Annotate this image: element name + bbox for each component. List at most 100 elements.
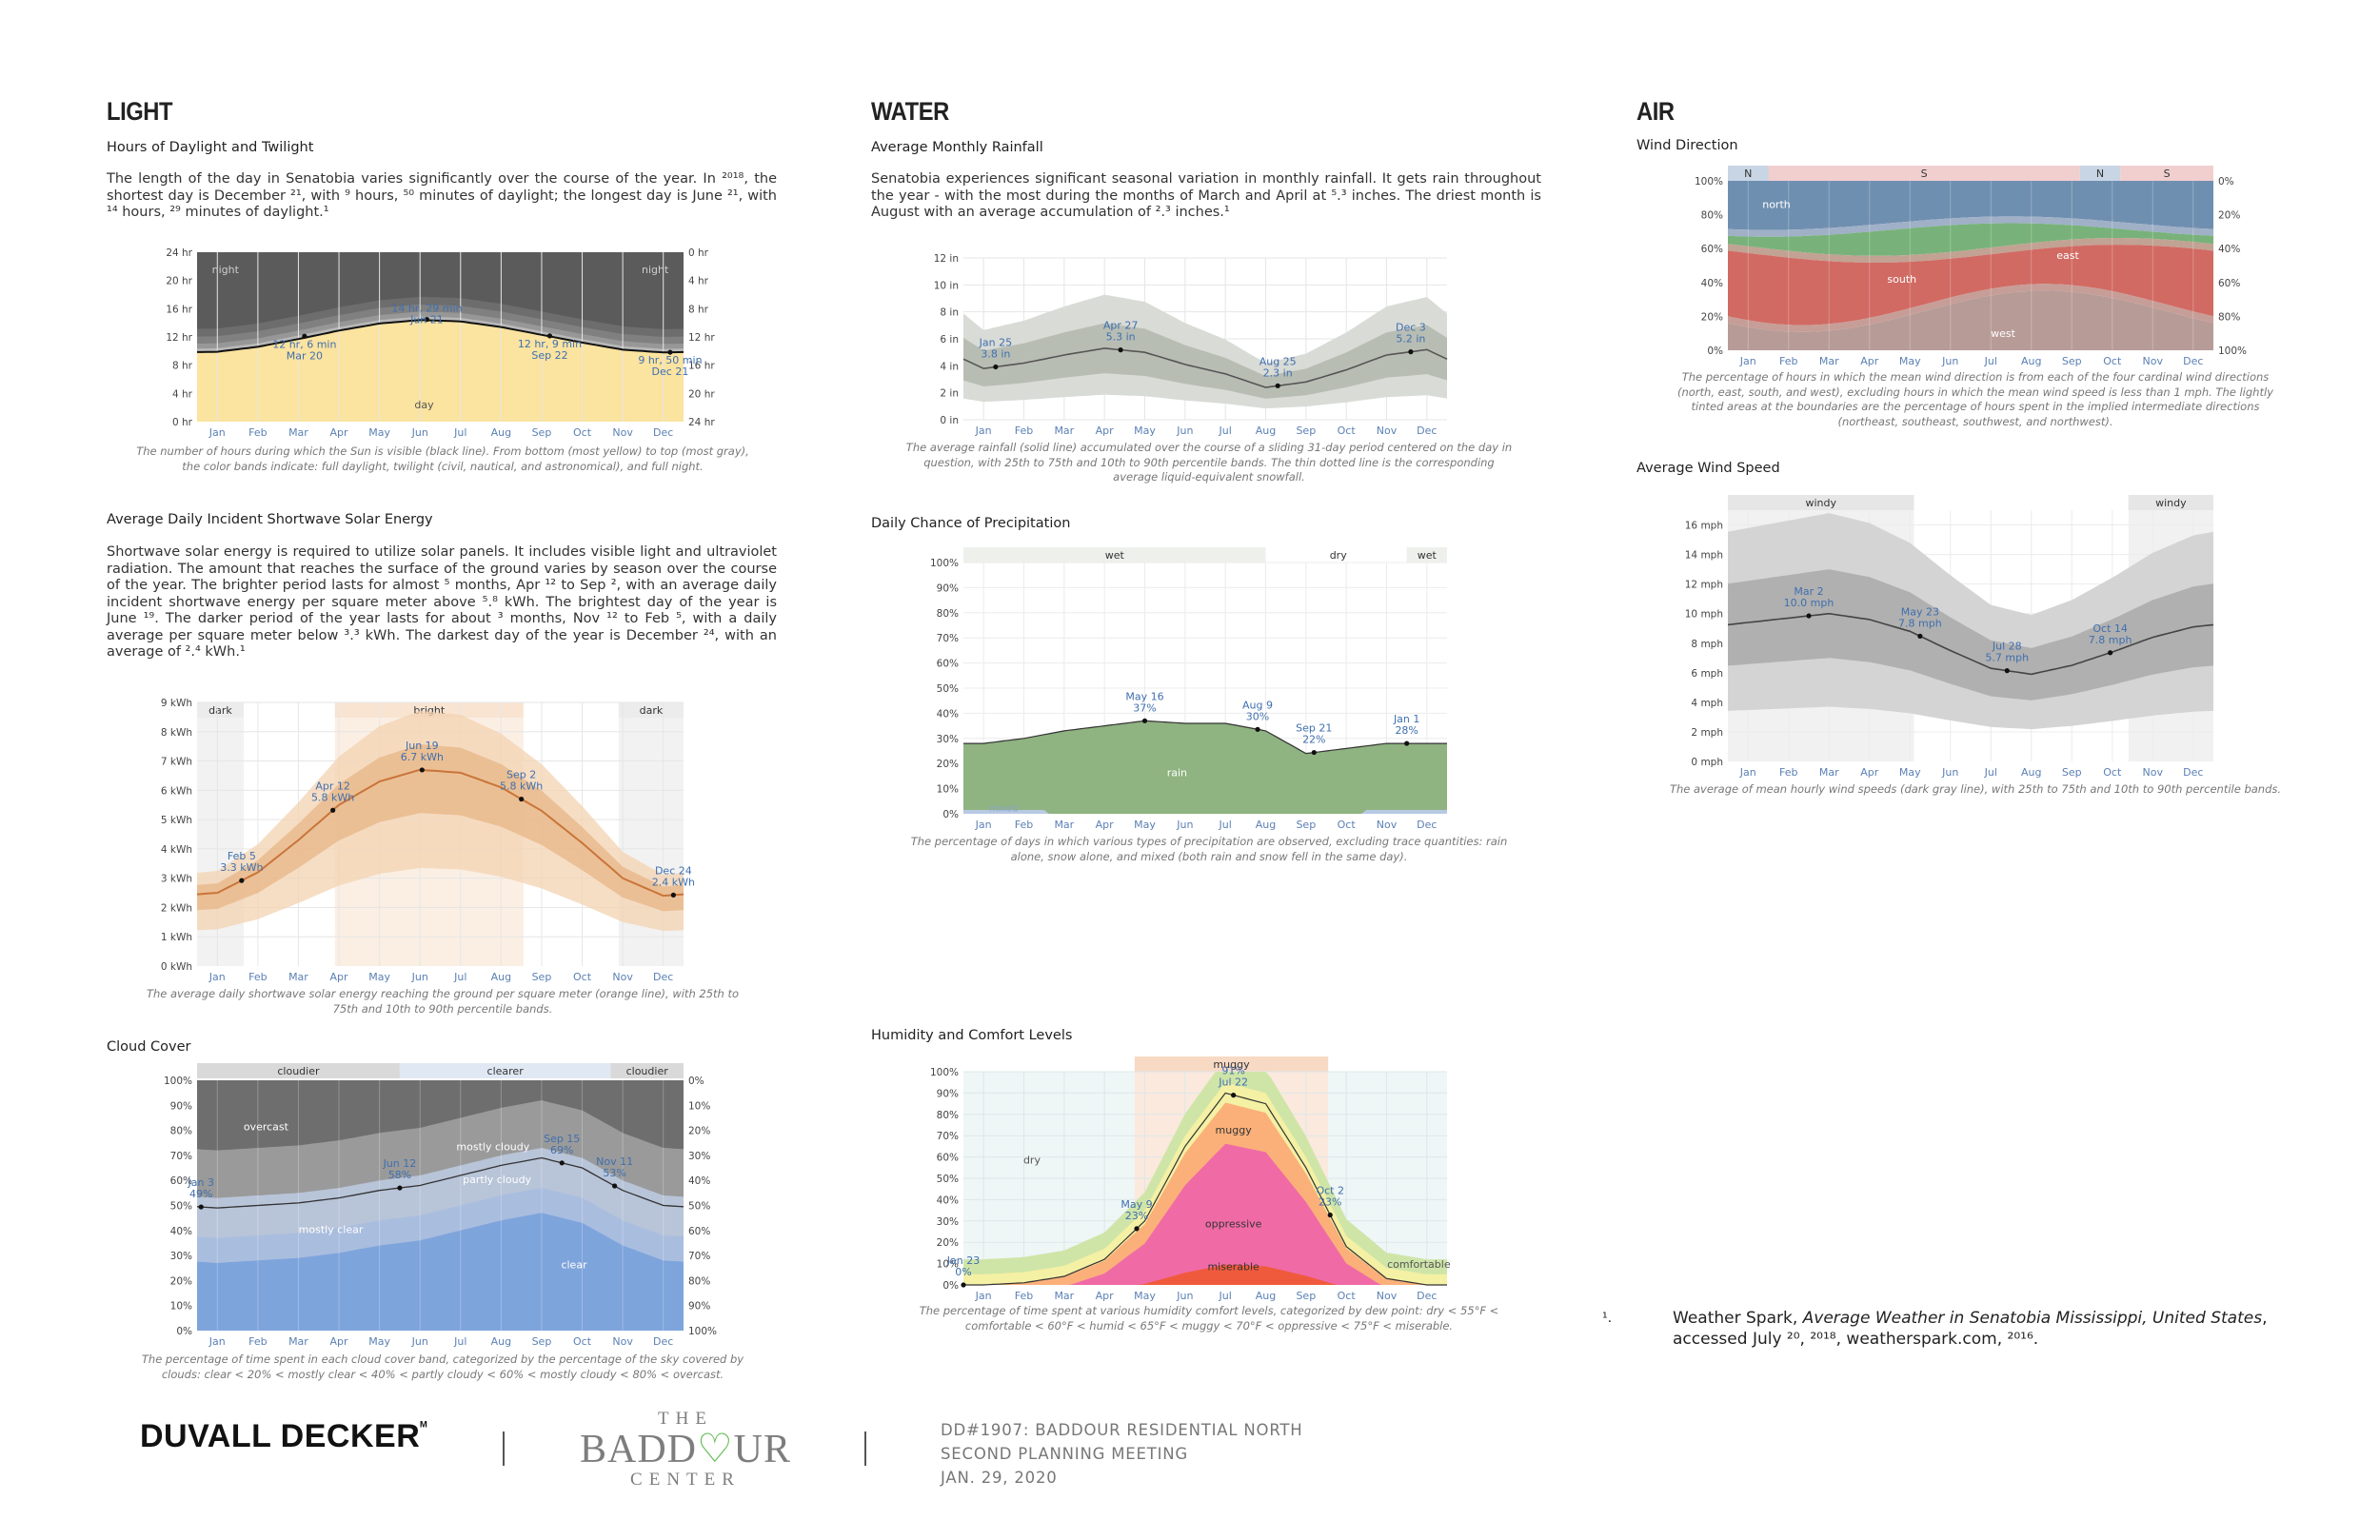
data-label: 30% (1246, 710, 1269, 722)
period-band-label: windy (1805, 497, 1836, 509)
period-band-label: N (2096, 168, 2104, 180)
month-tick-label: Nov (2143, 355, 2164, 367)
data-point-marker (330, 807, 336, 813)
cloud-area-label: mostly clear (299, 1223, 364, 1235)
data-label: 22% (1302, 734, 1325, 746)
data-point-marker (667, 349, 673, 355)
y-tick-label: 50% (170, 1201, 192, 1213)
y-tick-label: 0% (1707, 346, 1723, 357)
data-label: Aug 9 (1242, 699, 1273, 711)
windspeed-caption: The average of mean hourly wind speeds (… (1669, 782, 2282, 796)
month-tick-label: Feb (248, 426, 267, 439)
month-tick-label: Nov (2143, 766, 2164, 779)
y-tick-label: 90% (170, 1100, 192, 1112)
data-label: 23% (1125, 1210, 1148, 1222)
solar-caption: The average daily shortwave solar energy… (146, 987, 740, 1016)
month-tick-label: Jun (411, 426, 428, 439)
percentile-band-25-75 (963, 323, 1447, 399)
footnote: Weather Spark, Average Weather in Senato… (1673, 1308, 2267, 1350)
data-label: Dec 3 (1396, 322, 1426, 334)
y-tick-label-right: 60% (688, 1226, 710, 1237)
month-tick-label: Oct (573, 426, 592, 439)
y-tick-label: 12 hr (166, 332, 192, 344)
data-label: 5.3 in (1106, 331, 1136, 344)
data-point-marker (397, 1185, 403, 1191)
period-band-label: N (1744, 168, 1752, 180)
y-tick-label: 0 mph (1691, 757, 1723, 768)
month-tick-label: Jul (453, 971, 466, 983)
data-label: 2.3 in (1263, 366, 1293, 379)
period-band-label: clearer (487, 1065, 525, 1077)
logo-text: DUVALL DECKER (140, 1418, 421, 1454)
data-point-marker (961, 1282, 966, 1288)
data-point-marker (546, 333, 553, 339)
period-band (2120, 166, 2213, 181)
month-tick-label: Jul (1984, 766, 1997, 779)
month-tick-label: May (1134, 424, 1156, 437)
data-label: 23% (1319, 1196, 1341, 1209)
y-tick-label-right: 70% (688, 1251, 710, 1262)
footnote-title: Average Weather in Senatobia Mississippi… (1802, 1309, 2263, 1328)
y-tick-label: 5 kWh (161, 815, 192, 826)
data-point-marker (198, 1204, 204, 1210)
month-tick-label: Dec (2183, 766, 2203, 779)
month-tick-label: Jun (411, 1335, 428, 1348)
wind-direction-label: north (1762, 198, 1791, 210)
month-tick-label: Jan (975, 424, 992, 437)
footnote-source: Weather Spark, (1673, 1309, 1803, 1328)
y-tick-label: 0% (176, 1326, 192, 1337)
period-band (399, 1063, 611, 1078)
y-tick-label: 6 kWh (161, 785, 192, 797)
cloud-area-label: clear (561, 1258, 587, 1271)
month-tick-label: May (368, 971, 390, 983)
y-tick-label: 20% (937, 759, 959, 770)
data-label: 12 hr, 6 min (272, 338, 336, 350)
month-tick-label: Jul (1219, 819, 1232, 831)
y-tick-label: 14 mph (1685, 550, 1723, 562)
y-tick-label: 8 kWh (161, 727, 192, 739)
month-tick-label: Dec (653, 1335, 673, 1348)
data-point-marker (1408, 349, 1414, 355)
rain-line (963, 720, 1447, 755)
daylight-area (197, 320, 684, 422)
data-point-marker (559, 1160, 565, 1166)
month-tick-label: Jul (1219, 424, 1232, 437)
y-tick-label: 60% (170, 1175, 192, 1187)
y-tick-label-right: 30% (688, 1151, 710, 1162)
month-tick-label: Jul (453, 426, 466, 439)
month-tick-label: Mar (1054, 819, 1074, 831)
windspeed-title: Average Wind Speed (1636, 461, 1780, 476)
y-tick-label: 0% (942, 1280, 959, 1292)
data-point-marker (1917, 633, 1923, 639)
y-tick-label: 8 hr (172, 361, 193, 372)
y-tick-label: 90% (937, 1088, 959, 1099)
band-label-night: night (642, 264, 669, 276)
y-tick-label-right: 20% (688, 1126, 710, 1137)
northeast-tint (1728, 216, 2213, 237)
west-area (1728, 290, 2213, 350)
footnote-access: accessed July ²⁰, ²⁰¹⁸, weatherspark.com… (1673, 1330, 2039, 1349)
data-point-marker (1134, 1226, 1140, 1232)
y-tick-label-right: 40% (688, 1175, 710, 1187)
y-tick-label: 20 hr (166, 276, 192, 287)
data-point-marker (2108, 650, 2113, 656)
month-tick-label: Sep (1296, 819, 1316, 831)
month-tick-label: Sep (2062, 355, 2082, 367)
month-tick-label: Jan (975, 1290, 992, 1302)
y-tick-label: 70% (937, 633, 959, 644)
solar-title: Average Daily Incident Shortwave Solar E… (107, 512, 433, 527)
humidity-caption: The percentage of time spent at various … (919, 1304, 1499, 1333)
percentile-band-25-75 (1728, 569, 2213, 701)
month-tick-label: Jun (1941, 766, 1958, 779)
y-tick-label-right: 0% (2218, 176, 2234, 188)
data-label: 6.7 kWh (401, 751, 444, 763)
period-band (197, 702, 244, 718)
daylight-paragraph: The length of the day in Senatobia varie… (107, 171, 777, 220)
data-label: 69% (550, 1144, 573, 1156)
y-tick-label: 10% (937, 784, 959, 796)
data-label: 9 hr, 50 min (638, 354, 702, 366)
y-tick-label-right: 12 hr (688, 332, 715, 344)
data-label: Jun 19 (405, 740, 439, 752)
month-tick-label: Sep (532, 1335, 552, 1348)
